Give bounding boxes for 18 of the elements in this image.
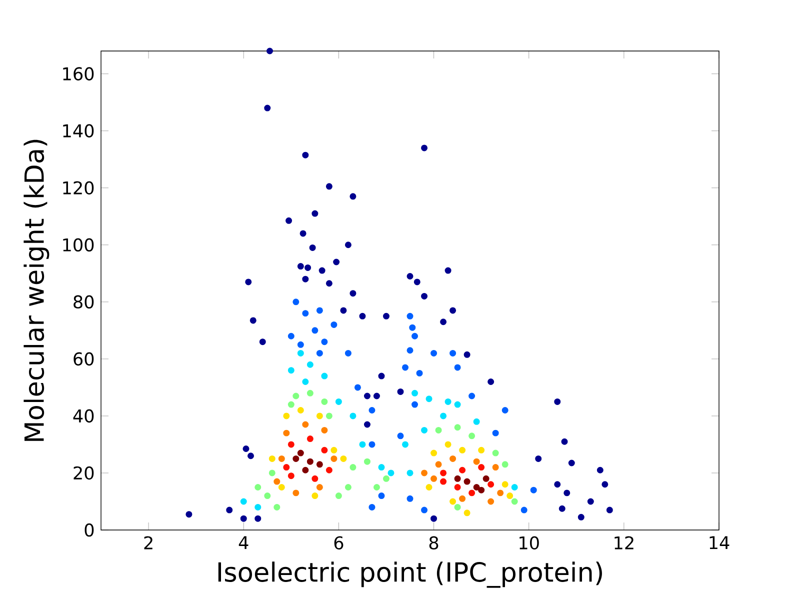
y-tick-label: 100: [63, 238, 94, 252]
y-tick-label: 60: [74, 352, 94, 366]
y-tick-label: 80: [74, 295, 94, 309]
x-axis-title: Isoelectric point (IPC_protein): [218, 562, 602, 588]
x-tick-label: 12: [614, 536, 634, 550]
x-tick-label: 14: [710, 536, 730, 550]
y-axis-title: Molecular weight (kDa): [24, 140, 50, 441]
x-tick-label: 4: [238, 536, 248, 550]
x-tick-label: 6: [334, 536, 344, 550]
y-tick-label: 20: [74, 466, 94, 480]
y-tick-label: 40: [73, 409, 94, 423]
x-tick-label: 2: [144, 536, 152, 550]
y-tick-label: 160: [63, 67, 94, 80]
x-tick-label: 10: [520, 536, 539, 550]
y-tick-label: 120: [63, 181, 94, 195]
y-tick-label: 0: [84, 523, 94, 537]
x-tick-label: 8: [429, 536, 438, 550]
y-tick-label: 140: [63, 124, 94, 138]
